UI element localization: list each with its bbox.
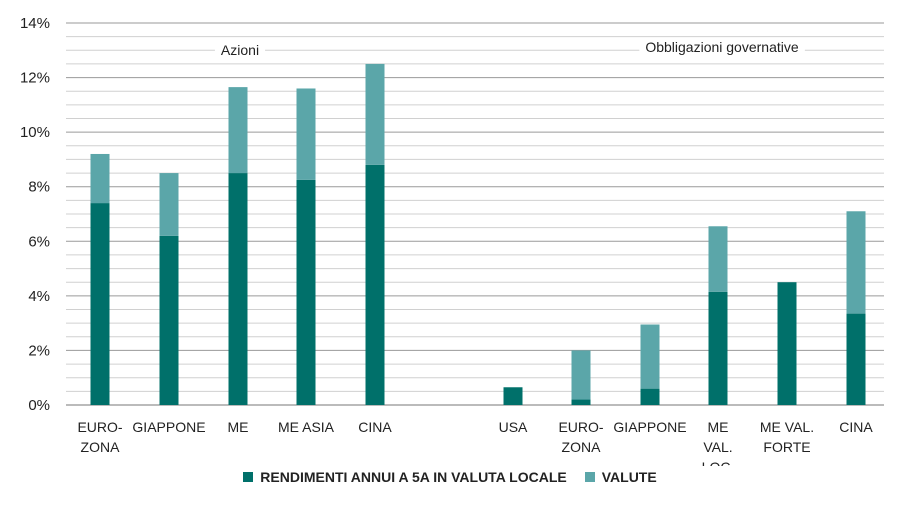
bar-currency <box>159 173 179 236</box>
x-tick-label: ZONA <box>562 439 602 455</box>
bar-local-yield <box>228 173 248 405</box>
bar-local-yield <box>365 164 385 405</box>
group-label: Azioni <box>221 42 259 58</box>
group-label-background <box>214 41 266 59</box>
legend-swatch <box>584 472 595 482</box>
chart: 0% 2% 4% 6% 8% 10% 12% 14% EURO- ZONA GIAPPONE ME M… <box>20 15 884 466</box>
bar-local-yield <box>503 387 523 405</box>
y-axis-ticks: 0% 2% 4% 6% 8% 10% 12% 14% <box>20 15 50 414</box>
bar-currency <box>708 226 728 292</box>
y-tick-label: 14% <box>20 15 50 32</box>
x-tick-label: ME VAL. <box>760 419 814 435</box>
bar-local-yield <box>777 282 797 405</box>
x-tick-label: LOC. <box>702 459 735 466</box>
x-tick-label: CINA <box>839 419 873 435</box>
x-tick-label: VAL. <box>703 439 732 455</box>
y-tick-label: 0% <box>28 397 50 414</box>
bar-local-yield <box>640 388 660 405</box>
bar-currency <box>571 350 591 400</box>
legend-label: RENDIMENTI ANNUI A 5A IN VALUTA LOCALE <box>260 469 567 485</box>
legend: RENDIMENTI ANNUI A 5A IN VALUTA LOCALE V… <box>0 466 900 488</box>
x-tick-label: ME ASIA <box>278 419 335 435</box>
group-label-background <box>639 38 805 56</box>
bar-local-yield <box>296 179 316 405</box>
x-tick-label: ME <box>228 419 249 435</box>
bars <box>90 63 866 405</box>
bar-currency <box>365 63 385 165</box>
bar-local-yield <box>708 291 728 405</box>
x-axis-labels: EURO- ZONA GIAPPONE ME ME ASIA CINA USA EURO- ZO… <box>77 419 873 466</box>
legend-label: VALUTE <box>601 469 657 485</box>
bar-local-yield <box>159 235 179 405</box>
y-tick-label: 12% <box>20 70 50 87</box>
bar-currency <box>640 324 660 389</box>
bar-currency <box>228 87 248 174</box>
bar-local-yield <box>571 399 591 405</box>
bar-currency <box>846 211 866 314</box>
y-tick-label: 8% <box>28 179 50 196</box>
x-tick-label: EURO- <box>558 419 603 435</box>
x-tick-label: EURO- <box>77 419 122 435</box>
x-tick-label: GIAPPONE <box>613 419 686 435</box>
bar-local-yield <box>846 313 866 405</box>
legend-swatch <box>243 472 254 482</box>
gridlines <box>66 22 884 406</box>
x-tick-label: ME <box>708 419 729 435</box>
x-tick-label: ZONA <box>81 439 121 455</box>
x-tick-label: CINA <box>358 419 392 435</box>
group-labels: Azioni Obbligazioni governative <box>214 38 805 59</box>
y-tick-label: 4% <box>28 288 50 305</box>
x-tick-label: FORTE <box>763 439 810 455</box>
group-label: Obbligazioni governative <box>645 39 799 55</box>
x-tick-label: USA <box>499 419 528 435</box>
bar-currency <box>90 153 110 204</box>
legend-item-local-yield: RENDIMENTI ANNUI A 5A IN VALUTA LOCALE <box>243 469 567 485</box>
y-tick-label: 2% <box>28 342 50 359</box>
y-tick-label: 6% <box>28 233 50 250</box>
bar-currency <box>296 88 316 180</box>
legend-item-currency: VALUTE <box>584 469 657 485</box>
x-tick-label: GIAPPONE <box>132 419 205 435</box>
bar-local-yield <box>90 203 110 405</box>
y-tick-label: 10% <box>20 124 50 141</box>
